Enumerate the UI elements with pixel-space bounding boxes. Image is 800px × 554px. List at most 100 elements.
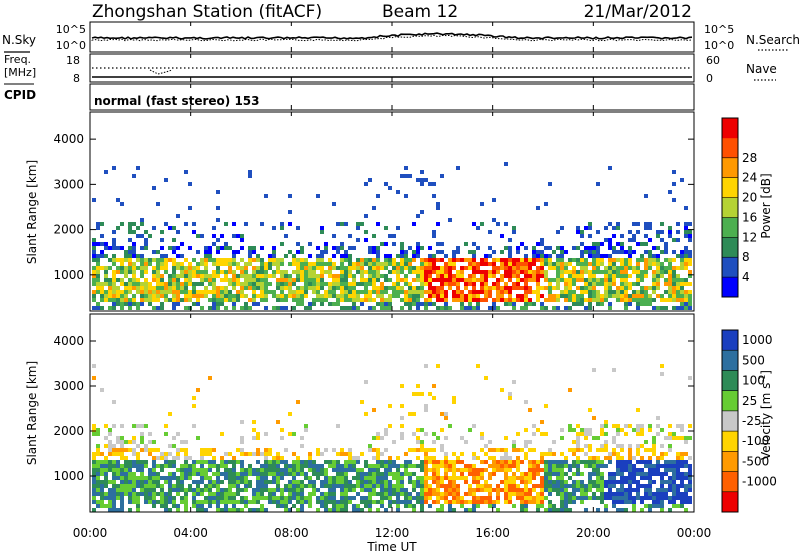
echo-cell	[588, 488, 592, 492]
echo-cell	[424, 496, 428, 500]
echo-cell	[100, 282, 104, 286]
echo-cell	[280, 242, 284, 246]
echo-cell	[584, 452, 588, 456]
echo-cell	[304, 290, 308, 294]
echo-cell	[616, 286, 620, 290]
echo-cell	[592, 278, 596, 282]
echo-cell	[440, 174, 444, 178]
echo-cell	[536, 286, 540, 290]
echo-cell	[476, 262, 480, 266]
echo-cell	[456, 476, 460, 480]
echo-cell	[432, 286, 436, 290]
echo-cell	[124, 294, 128, 298]
echo-cell	[348, 282, 352, 286]
echo-cell	[628, 460, 632, 464]
echo-cell	[268, 468, 272, 472]
echo-cell	[136, 464, 140, 468]
echo-cell	[344, 484, 348, 488]
echo-cell	[384, 290, 388, 294]
echo-cell	[588, 274, 592, 278]
echo-cell	[176, 484, 180, 488]
echo-cell	[192, 460, 196, 464]
echo-cell	[100, 492, 104, 496]
echo-cell	[660, 496, 664, 500]
echo-cell	[508, 274, 512, 278]
echo-cell	[316, 254, 320, 258]
echo-cell	[464, 480, 468, 484]
echo-cell	[596, 476, 600, 480]
echo-cell	[360, 266, 364, 270]
echo-cell	[684, 472, 688, 476]
echo-cell	[560, 262, 564, 266]
echo-cell	[304, 476, 308, 480]
echo-cell	[264, 282, 268, 286]
echo-cell	[608, 278, 612, 282]
echo-cell	[364, 480, 368, 484]
echo-cell	[156, 270, 160, 274]
echo-cell	[144, 282, 148, 286]
echo-cell	[484, 488, 488, 492]
echo-cell	[156, 262, 160, 266]
echo-cell	[120, 266, 124, 270]
echo-cell	[436, 484, 440, 488]
echo-cell	[148, 282, 152, 286]
echo-cell	[164, 492, 168, 496]
echo-cell	[460, 258, 464, 262]
echo-cell	[144, 270, 148, 274]
echo-cell	[576, 274, 580, 278]
echo-cell	[100, 294, 104, 298]
date-title: 21/Mar/2012	[584, 2, 692, 22]
echo-cell	[648, 456, 652, 460]
echo-cell	[568, 496, 572, 500]
echo-cell	[684, 294, 688, 298]
echo-cell	[196, 290, 200, 294]
echo-cell	[344, 504, 348, 508]
echo-cell	[292, 480, 296, 484]
echo-cell	[684, 496, 688, 500]
echo-cell	[104, 298, 108, 302]
echo-cell	[124, 460, 128, 464]
echo-cell	[272, 472, 276, 476]
echo-cell	[224, 274, 228, 278]
echo-cell	[632, 472, 636, 476]
echo-cell	[200, 262, 204, 266]
echo-cell	[112, 460, 116, 464]
echo-cell	[96, 484, 100, 488]
echo-cell	[316, 258, 320, 262]
echo-cell	[124, 484, 128, 488]
echo-cell	[164, 254, 168, 258]
colorbar-segment	[722, 257, 738, 278]
echo-cell	[136, 504, 140, 508]
echo-cell	[116, 270, 120, 274]
echo-cell	[676, 456, 680, 460]
echo-cell	[628, 456, 632, 460]
echo-cell	[340, 488, 344, 492]
echo-cell	[460, 274, 464, 278]
echo-cell	[652, 274, 656, 278]
echo-cell	[428, 392, 432, 396]
echo-cell	[496, 500, 500, 504]
echo-cell	[172, 298, 176, 302]
echo-cell	[524, 258, 528, 262]
echo-cell	[356, 480, 360, 484]
echo-cell	[248, 306, 252, 310]
echo-cell	[628, 302, 632, 306]
echo-cell	[380, 282, 384, 286]
echo-cell	[688, 262, 692, 266]
echo-cell	[100, 250, 104, 254]
echo-cell	[440, 250, 444, 254]
echo-cell	[400, 484, 404, 488]
echo-cell	[408, 282, 412, 286]
echo-cell	[676, 230, 680, 234]
echo-cell	[612, 448, 616, 452]
echo-cell	[332, 492, 336, 496]
echo-cell	[404, 278, 408, 282]
echo-cell	[180, 440, 184, 444]
echo-cell	[96, 460, 100, 464]
echo-cell	[128, 250, 132, 254]
echo-cell	[120, 202, 124, 206]
echo-cell	[100, 468, 104, 472]
echo-cell	[424, 270, 428, 274]
echo-cell	[340, 242, 344, 246]
